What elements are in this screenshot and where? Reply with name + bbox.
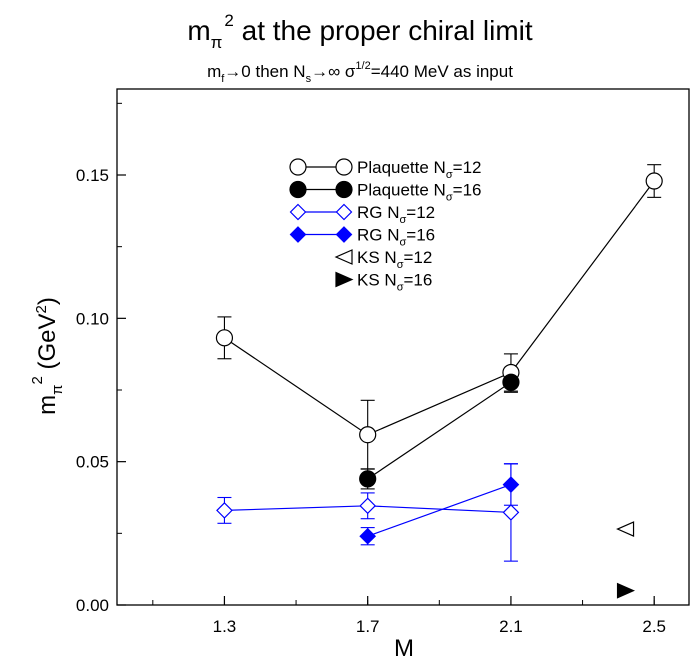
plot-frame — [116, 88, 690, 606]
legend-marker — [289, 158, 307, 176]
y-tick-label: 0.10 — [76, 309, 109, 328]
y-tick-label: 0.05 — [76, 453, 109, 472]
x-tick-label: 2.1 — [499, 617, 523, 636]
data-point-series-2 — [359, 497, 377, 515]
legend-label: KS Nσ=16 — [357, 271, 432, 294]
legend-marker — [335, 271, 354, 288]
y-tick-label: 0.15 — [76, 166, 109, 185]
data-point-series-0 — [359, 426, 377, 444]
data-point-series-2 — [502, 504, 520, 521]
legend-marker — [289, 203, 307, 221]
x-tick-label: 1.3 — [213, 617, 237, 636]
data-point-series-0 — [645, 172, 663, 190]
legend-marker — [335, 203, 353, 221]
legend-marker — [335, 180, 353, 199]
series-line-3 — [367, 484, 512, 537]
legend-label: Plaquette Nσ=12 — [357, 158, 481, 181]
legend-marker — [335, 158, 353, 176]
data-point-series-1 — [502, 373, 520, 391]
data-point-series-4 — [616, 521, 635, 537]
x-tick-label: 1.7 — [356, 617, 380, 636]
x-axis-label: M — [394, 635, 414, 660]
chart-title: mπ2 at the proper chiral limit — [187, 11, 533, 52]
y-axis-label: mπ2 (GeV2) — [29, 297, 66, 415]
legend-marker — [335, 226, 353, 243]
x-tick-label: 2.5 — [642, 617, 666, 636]
y-tick-label: 0.00 — [76, 596, 109, 615]
legend-label: RG Nσ=12 — [357, 203, 435, 226]
data-point-series-0 — [215, 329, 234, 347]
legend-label: RG Nσ=16 — [357, 226, 435, 249]
legend-marker — [289, 226, 307, 243]
data-point-series-1 — [359, 470, 377, 488]
legend-marker — [289, 180, 307, 199]
legend-marker — [334, 249, 353, 265]
chart-subtitle: mf→0 then Ns→∞ σ1/2=440 MeV as input — [207, 60, 513, 85]
plot-area: 0.00 0.05 0.10 0.15 1.3 1.7 2.1 2.5 — [76, 88, 690, 636]
series-line-1 — [367, 381, 512, 480]
data-point-series-2 — [216, 502, 233, 519]
legend-label: KS Nσ=12 — [357, 248, 432, 271]
legend-label: Plaquette Nσ=16 — [357, 181, 481, 204]
data-point-series-3 — [502, 476, 520, 493]
series-line-0 — [224, 180, 655, 436]
data-point-series-5 — [616, 582, 636, 599]
data-point-series-3 — [359, 527, 377, 545]
